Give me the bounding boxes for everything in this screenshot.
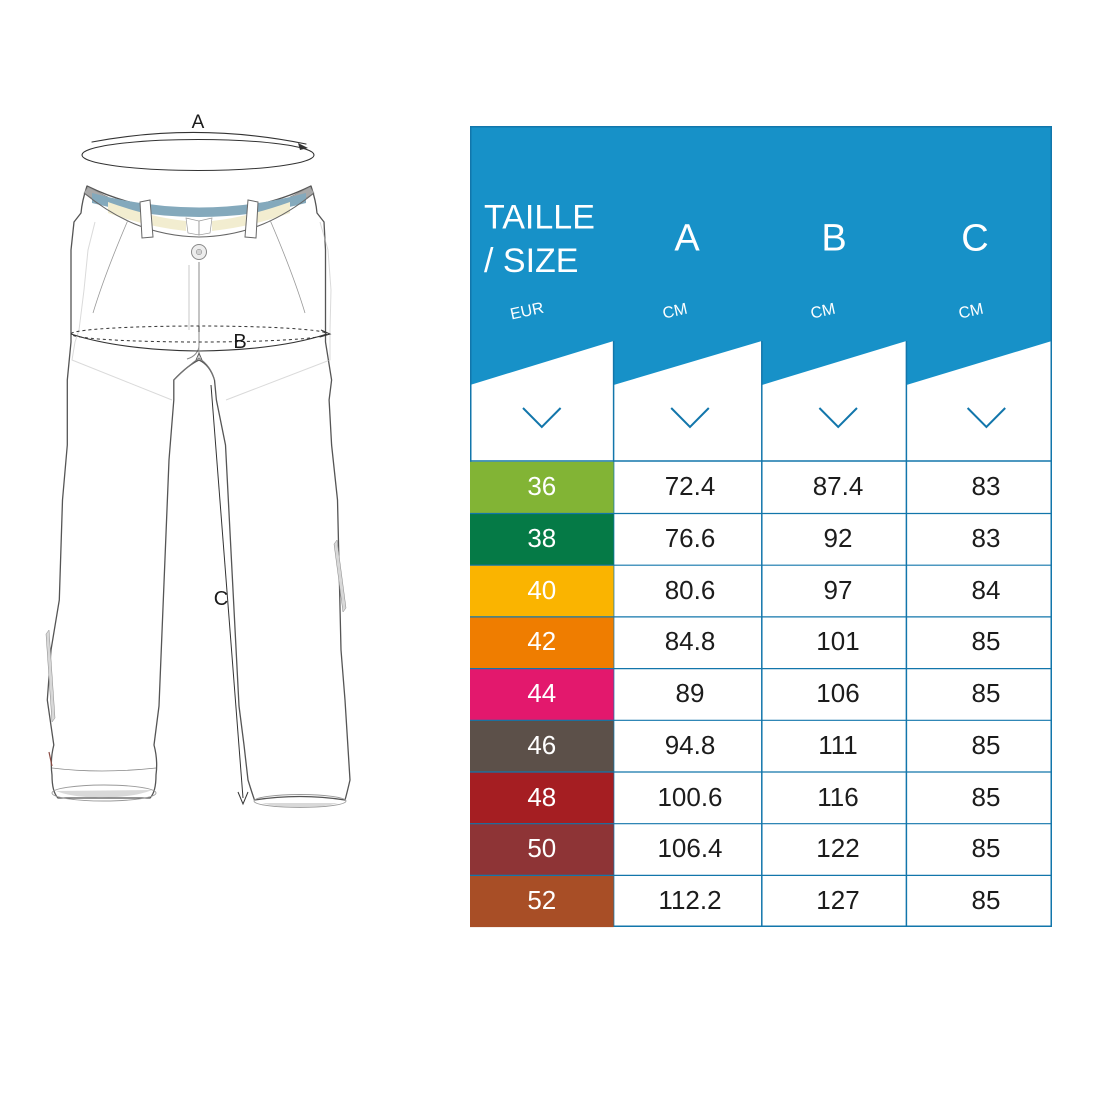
svg-text:85: 85: [972, 885, 1001, 915]
svg-text:36: 36: [527, 471, 556, 501]
svg-text:97: 97: [824, 575, 853, 605]
svg-text:127: 127: [816, 885, 859, 915]
svg-text:85: 85: [972, 730, 1001, 760]
svg-text:/ SIZE: / SIZE: [484, 242, 578, 280]
svg-text:87.4: 87.4: [813, 471, 864, 501]
svg-text:C: C: [961, 218, 988, 260]
svg-text:48: 48: [527, 782, 556, 812]
svg-text:46: 46: [527, 730, 556, 760]
svg-text:A: A: [674, 218, 700, 260]
svg-text:B: B: [821, 218, 846, 260]
svg-text:A: A: [192, 112, 205, 133]
svg-text:76.6: 76.6: [665, 523, 716, 553]
svg-text:122: 122: [816, 833, 859, 863]
svg-text:85: 85: [972, 626, 1001, 656]
svg-text:84: 84: [972, 575, 1001, 605]
svg-text:40: 40: [527, 575, 556, 605]
svg-text:84.8: 84.8: [665, 626, 716, 656]
svg-text:42: 42: [527, 626, 556, 656]
svg-text:89: 89: [676, 678, 705, 708]
svg-text:83: 83: [972, 471, 1001, 501]
svg-text:101: 101: [816, 626, 859, 656]
svg-text:94.8: 94.8: [665, 730, 716, 760]
svg-text:85: 85: [972, 782, 1001, 812]
svg-text:72.4: 72.4: [665, 471, 716, 501]
svg-text:50: 50: [527, 833, 556, 863]
svg-text:44: 44: [527, 678, 556, 708]
svg-text:92: 92: [824, 523, 853, 553]
svg-text:85: 85: [972, 833, 1001, 863]
svg-text:100.6: 100.6: [657, 782, 722, 812]
svg-text:116: 116: [817, 782, 858, 812]
svg-text:52: 52: [527, 885, 556, 915]
svg-text:112.2: 112.2: [658, 885, 721, 915]
svg-text:38: 38: [527, 523, 556, 553]
svg-text:83: 83: [972, 523, 1001, 553]
svg-text:B: B: [233, 331, 246, 353]
svg-text:111: 111: [818, 730, 858, 760]
svg-text:106: 106: [816, 678, 859, 708]
svg-text:TAILLE: TAILLE: [484, 199, 595, 237]
svg-text:C: C: [214, 588, 228, 610]
svg-text:80.6: 80.6: [665, 575, 716, 605]
svg-text:85: 85: [972, 678, 1001, 708]
svg-text:106.4: 106.4: [657, 833, 722, 863]
